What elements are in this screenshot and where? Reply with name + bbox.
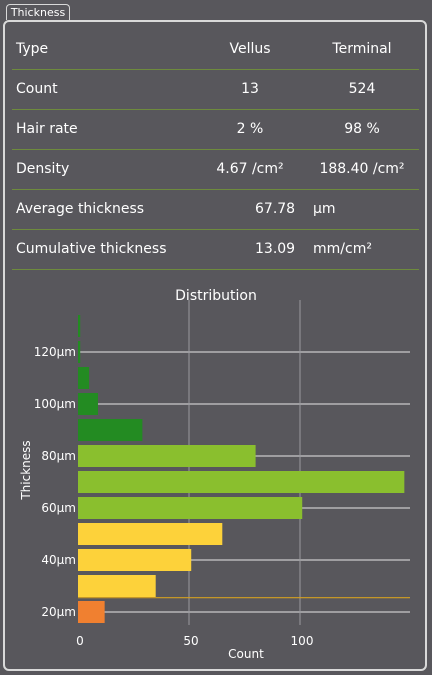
count-row: Count 13 524	[12, 69, 419, 110]
cumulative-thickness-value: 13.09	[255, 241, 296, 257]
density-label: Density	[16, 161, 70, 177]
vellus-header: Vellus	[229, 41, 271, 57]
y-tick-label: 80μm	[41, 449, 76, 463]
density-vellus: 4.67 /cm²	[216, 161, 284, 177]
distribution-bar	[78, 549, 192, 571]
terminal-header: Terminal	[332, 41, 392, 57]
distribution-bar	[78, 523, 223, 545]
y-tick-label: 40μm	[41, 553, 76, 567]
x-tick-label: 50	[183, 634, 198, 648]
chart-axes: 20μm 40μm 60μm 80μm 100μm 120μm 0 50 100	[34, 345, 410, 648]
cumulative-thickness-unit: mm/cm²	[313, 241, 372, 257]
cumulative-thickness-label: Cumulative thickness	[16, 241, 167, 257]
distribution-bar	[78, 367, 90, 389]
y-tick-label: 20μm	[41, 605, 76, 619]
distribution-bar	[78, 393, 98, 415]
hair-rate-vellus: 2 %	[236, 121, 264, 137]
density-terminal: 188.40 /cm²	[319, 161, 405, 177]
x-tick-label: 0	[76, 634, 84, 648]
distribution-bar	[78, 341, 81, 363]
average-thickness-label: Average thickness	[16, 201, 145, 217]
hair-rate-terminal: 98 %	[344, 121, 380, 137]
y-tick-label: 120μm	[34, 345, 76, 359]
average-thickness-unit: μm	[313, 201, 336, 217]
type-label: Type	[16, 41, 49, 57]
panel-title: Thickness	[6, 4, 70, 20]
x-axis-label: Count	[228, 647, 264, 661]
x-tick-label: 100	[291, 634, 314, 648]
distribution-bar	[78, 315, 81, 337]
distribution-bar	[78, 575, 156, 597]
count-vellus: 13	[241, 81, 259, 97]
distribution-chart: Distribution 20μm 40μm 60μm 80μm 100μm 120μm 0…	[19, 288, 410, 661]
thickness-panel	[3, 20, 427, 671]
density-row: Density 4.67 /cm² 188.40 /cm²	[12, 149, 419, 190]
hair-rate-row: Hair rate 2 % 98 %	[12, 109, 419, 150]
hair-rate-label: Hair rate	[16, 121, 78, 137]
y-tick-label: 60μm	[41, 501, 76, 515]
cumulative-thickness-row: Cumulative thickness 13.09 mm/cm²	[12, 229, 419, 270]
y-tick-label: 100μm	[34, 397, 76, 411]
count-label: Count	[16, 81, 58, 97]
count-terminal: 524	[348, 81, 376, 97]
average-thickness-row: Average thickness 67.78 μm	[12, 189, 419, 230]
distribution-bar	[78, 497, 303, 519]
chart-bars	[78, 315, 405, 623]
y-axis-label: Thickness	[19, 440, 33, 500]
distribution-bar	[78, 419, 143, 441]
average-thickness-value: 67.78	[255, 201, 296, 217]
distribution-bar	[78, 601, 105, 623]
table-header-row: Type Vellus Terminal	[12, 29, 419, 70]
distribution-bar	[78, 471, 405, 493]
chart-title: Distribution	[175, 288, 257, 304]
distribution-bar	[78, 445, 256, 467]
